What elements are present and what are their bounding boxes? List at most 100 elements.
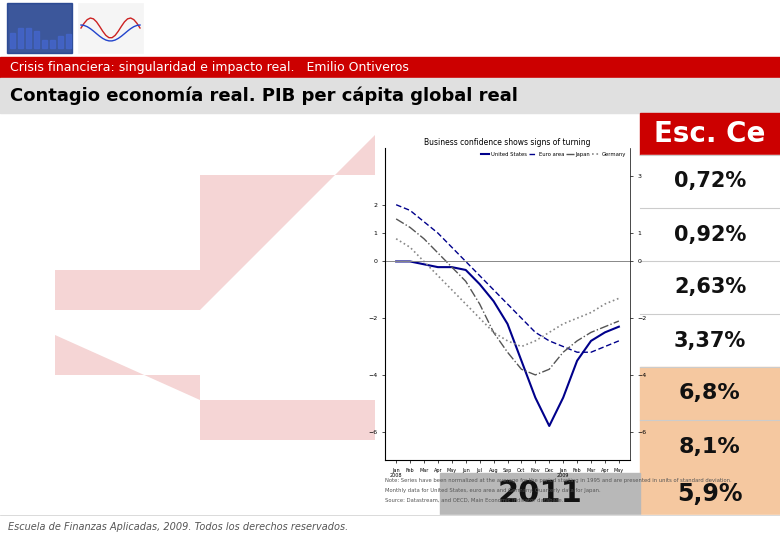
Bar (10, 37, 15, 48)
Euro area (433, 230, 442, 237)
Japan (420, 235, 429, 242)
Bar (640, 113, 780, 155)
United States (420, 261, 429, 267)
Text: 2,63%: 2,63% (674, 278, 746, 298)
Text: 0,92%: 0,92% (674, 225, 746, 245)
Bar (0, 57, 780, 78)
Japan (433, 249, 442, 256)
Euro area (392, 201, 401, 208)
United States (558, 394, 568, 401)
Japan (447, 264, 456, 271)
Bar (50, 22, 55, 48)
Euro area (601, 343, 610, 350)
Euro area (516, 315, 526, 321)
Bar (0, 0, 780, 57)
Bar (26, 30, 31, 48)
Text: 0,72%: 0,72% (674, 172, 746, 192)
Germany (406, 244, 415, 251)
Euro area (420, 219, 429, 225)
Germany (489, 329, 498, 335)
United States (614, 323, 623, 330)
Text: 5,9%: 5,9% (677, 482, 743, 506)
Germany (544, 329, 554, 335)
Text: Monthly data for United States, euro area and Germany. Quarterly data for Japan.: Monthly data for United States, euro are… (385, 488, 601, 493)
Germany (587, 309, 596, 316)
Germany (530, 338, 540, 344)
Japan (558, 349, 568, 355)
Bar (42, 32, 47, 48)
Text: 3,37%: 3,37% (674, 330, 746, 350)
Bar (78, 3, 143, 53)
Japan (587, 329, 596, 335)
Bar (440, 473, 640, 515)
Bar (640, 473, 780, 515)
United States (530, 394, 540, 401)
United States (489, 298, 498, 305)
Line: Germany: Germany (396, 239, 619, 347)
Germany (614, 295, 623, 301)
Polygon shape (55, 135, 375, 310)
United States (573, 357, 582, 364)
United States (587, 338, 596, 344)
Bar (34, 42, 39, 48)
Bar (640, 261, 780, 314)
Line: United States: United States (396, 261, 619, 426)
United States (544, 423, 554, 429)
Polygon shape (55, 335, 375, 440)
Germany (392, 235, 401, 242)
Bar (640, 367, 780, 420)
Euro area (614, 338, 623, 344)
Germany (461, 301, 470, 307)
Japan (516, 366, 526, 373)
Bar (0, 515, 780, 540)
Japan (406, 224, 415, 231)
Germany (558, 321, 568, 327)
Japan (544, 366, 554, 373)
Japan (530, 372, 540, 378)
Japan (392, 215, 401, 222)
United States (392, 258, 401, 265)
Title: Business confidence shows signs of turning: Business confidence shows signs of turni… (424, 138, 590, 147)
Japan (601, 323, 610, 330)
Germany (516, 343, 526, 350)
Bar (640, 314, 780, 367)
Line: Japan: Japan (396, 219, 619, 375)
Euro area (530, 329, 540, 335)
Germany (447, 287, 456, 293)
Text: 6,8%: 6,8% (679, 383, 741, 403)
Bar (18, 29, 23, 48)
Euro area (406, 207, 415, 214)
Bar (0, 113, 780, 515)
Euro area (544, 338, 554, 344)
Text: Note: Series have been normalized at the average for the period starting in 1995: Note: Series have been normalized at the… (385, 478, 732, 483)
Text: Source: Datastream, and OECD, Main Economic Indicator database.: Source: Datastream, and OECD, Main Econo… (385, 498, 563, 503)
Euro area (558, 343, 568, 350)
Text: Escuela de Finanzas Aplicadas, 2009. Todos los derechos reservados.: Escuela de Finanzas Aplicadas, 2009. Tod… (8, 523, 348, 532)
Japan (573, 338, 582, 344)
Bar (0, 78, 780, 113)
Japan (461, 278, 470, 285)
United States (406, 258, 415, 265)
Germany (601, 301, 610, 307)
Text: Crisis financiera: singularidad e impacto real.   Emilio Ontiveros: Crisis financiera: singularidad e impact… (10, 61, 409, 74)
Germany (420, 258, 429, 265)
United States (516, 357, 526, 364)
Germany (573, 315, 582, 321)
Euro area (489, 287, 498, 293)
Text: Contagio economía real. PIB per cápita global real: Contagio economía real. PIB per cápita g… (10, 86, 518, 105)
Bar (640, 420, 780, 473)
Text: 8,1%: 8,1% (679, 436, 741, 456)
Euro area (573, 349, 582, 355)
Euro area (503, 301, 512, 307)
Germany (475, 315, 484, 321)
Text: 2011: 2011 (498, 480, 583, 509)
Japan (614, 318, 623, 324)
United States (461, 267, 470, 273)
Legend: United States, Euro area, Japan, Germany: United States, Euro area, Japan, Germany (480, 151, 627, 158)
Bar (58, 30, 63, 48)
Bar (640, 208, 780, 261)
Euro area (475, 272, 484, 279)
Text: Esc. Ce: Esc. Ce (654, 120, 766, 148)
Euro area (447, 244, 456, 251)
Bar (66, 18, 71, 48)
